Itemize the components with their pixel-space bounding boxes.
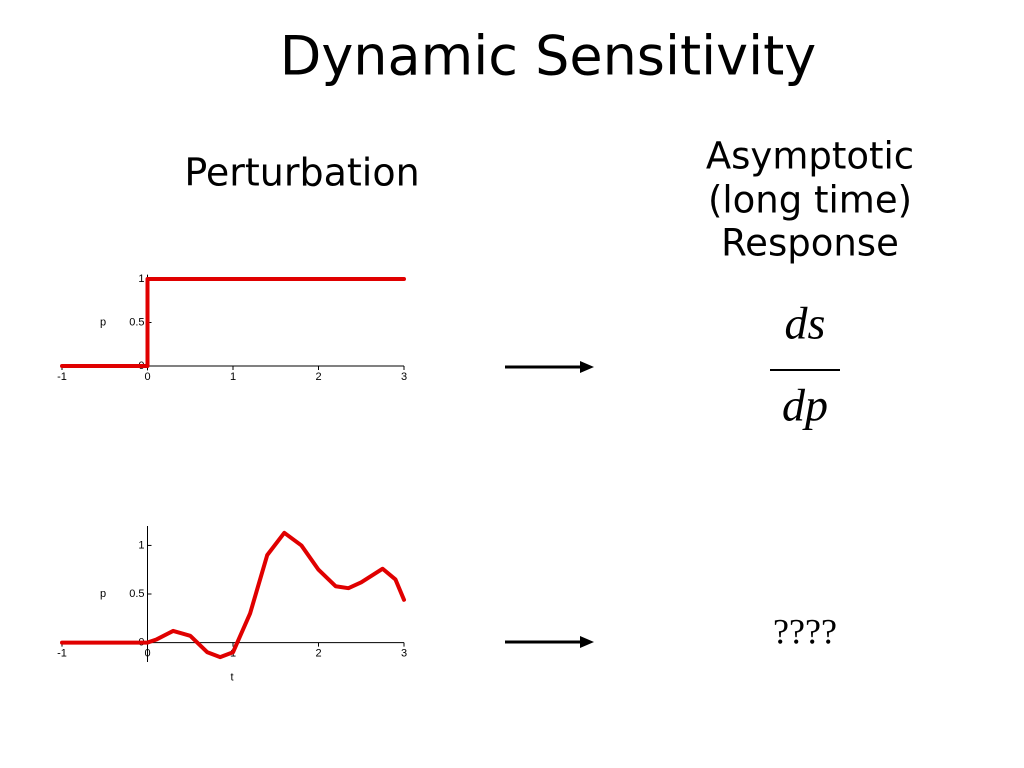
x-tick-label: -1 bbox=[57, 647, 67, 659]
arrow bbox=[505, 636, 594, 648]
x-tick-label: -1 bbox=[57, 371, 67, 383]
x-axis-label: t bbox=[230, 671, 233, 683]
y-tick-label: 0.5 bbox=[129, 588, 144, 600]
data-line bbox=[60, 530, 406, 660]
unknown-response: ???? bbox=[773, 611, 837, 651]
y-axis-label: p bbox=[100, 316, 106, 328]
data-line bbox=[60, 277, 406, 368]
y-tick-label: 0.5 bbox=[129, 316, 144, 328]
x-tick-label: 3 bbox=[401, 647, 407, 659]
right-heading-line: (long time) bbox=[708, 179, 912, 222]
slide-title: Dynamic Sensitivity bbox=[280, 25, 816, 88]
y-axis-label: p bbox=[100, 588, 106, 600]
right-heading-line: Response bbox=[721, 222, 899, 265]
fraction-denominator: dp bbox=[782, 380, 828, 431]
x-tick-label: 2 bbox=[315, 371, 321, 383]
right-heading-line: Asymptotic bbox=[706, 135, 914, 178]
fraction-numerator: ds bbox=[785, 298, 826, 349]
x-tick-label: 1 bbox=[230, 371, 236, 383]
left-heading: Perturbation bbox=[184, 151, 419, 195]
x-tick-label: 0 bbox=[144, 371, 150, 383]
x-tick-label: 3 bbox=[401, 371, 407, 383]
arrow bbox=[505, 361, 594, 373]
x-tick-label: 2 bbox=[315, 647, 321, 659]
x-tick-label: 0 bbox=[144, 647, 150, 659]
y-tick-label: 1 bbox=[138, 273, 144, 285]
y-tick-label: 1 bbox=[138, 539, 144, 551]
